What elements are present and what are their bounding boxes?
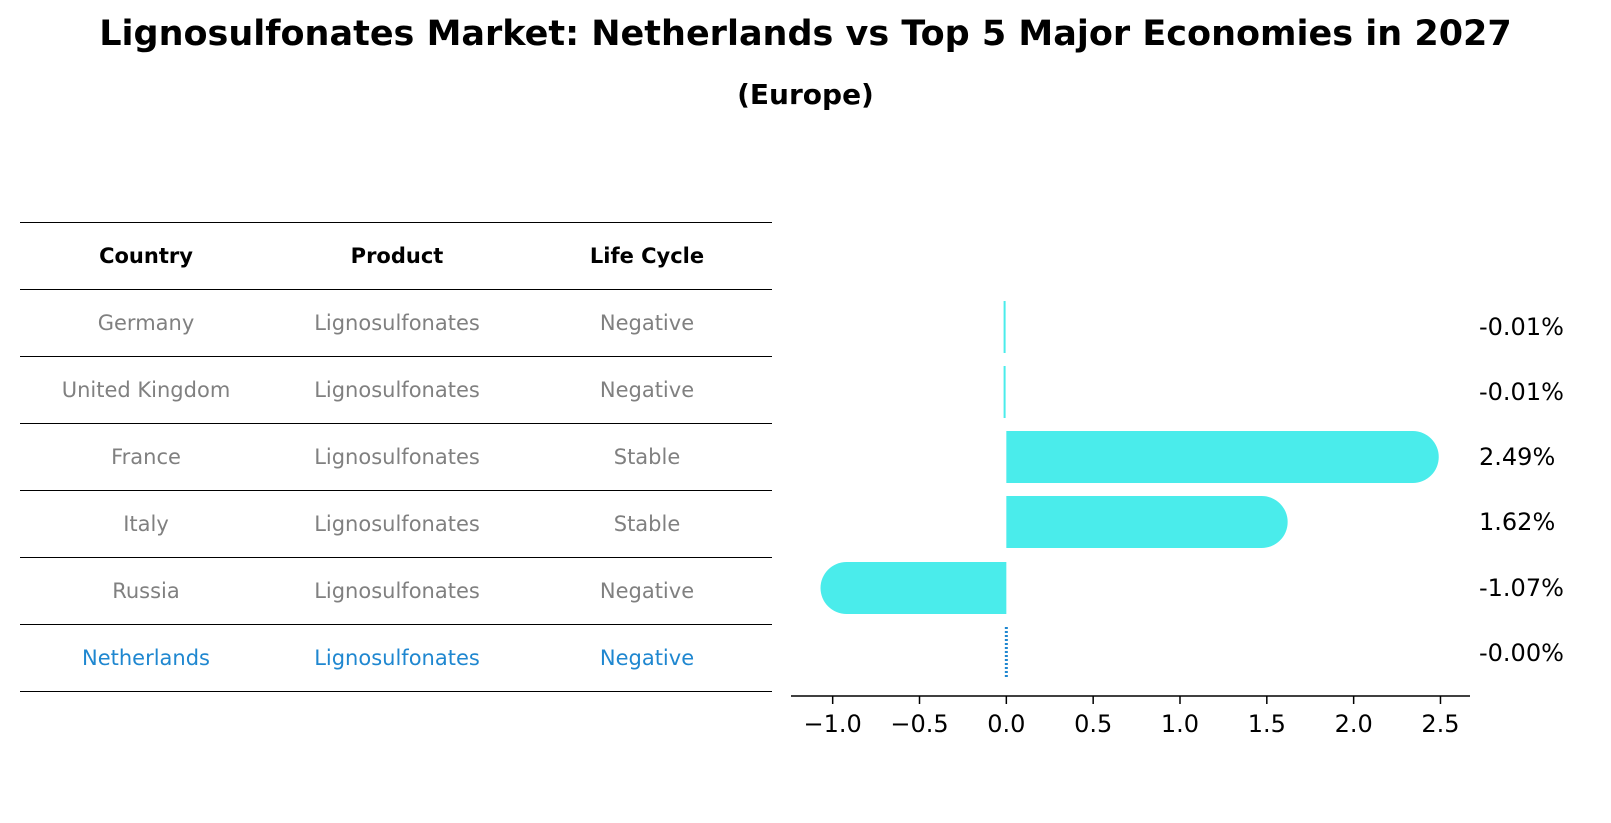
table-rule [20, 356, 772, 357]
x-tick-label: −0.5 [890, 710, 948, 738]
bar-value-label: -0.01% [1479, 378, 1564, 406]
table-rule [20, 691, 772, 692]
cell-country: United Kingdom [61, 378, 231, 402]
table-rule [20, 423, 772, 424]
bar-value-label: 2.49% [1479, 443, 1555, 471]
bar [1003, 301, 1006, 353]
bar [1003, 366, 1006, 418]
table-row: Russia Lignosulfonates Negative [20, 558, 772, 624]
x-tick-label: 1.5 [1248, 710, 1286, 738]
cell-country: Germany [97, 311, 195, 335]
x-tick-label: 2.0 [1335, 710, 1373, 738]
chart-title: Lignosulfonates Market: Netherlands vs T… [99, 14, 1512, 54]
cell-country: Netherlands [81, 646, 210, 670]
cell-life-cycle: Negative [599, 378, 695, 402]
table-row: Germany Lignosulfonates Negative [20, 290, 772, 356]
data-table: Country Product Life Cycle Germany Ligno… [20, 222, 772, 692]
x-tick-label: 1.0 [1161, 710, 1199, 738]
cell-country: Italy [123, 512, 169, 536]
header-product: Product [350, 244, 444, 268]
x-tick-label: −1.0 [804, 710, 862, 738]
bar [1006, 496, 1288, 548]
header-life-cycle: Life Cycle [589, 244, 705, 268]
table-row: Italy Lignosulfonates Stable [20, 491, 772, 557]
table-rule [20, 557, 772, 558]
table-rule [20, 624, 772, 625]
bar-value-label: -0.00% [1479, 639, 1564, 667]
cell-life-cycle: Stable [613, 512, 681, 536]
cell-product: Lignosulfonates [314, 579, 480, 603]
table-row-highlight: Netherlands Lignosulfonates Negative [20, 625, 772, 691]
cell-country: Russia [112, 579, 180, 603]
cell-life-cycle: Stable [613, 445, 681, 469]
table-rule [20, 490, 772, 491]
table-rule [20, 289, 772, 290]
bar [820, 562, 1007, 614]
x-tick-label: 2.5 [1421, 710, 1459, 738]
cell-product: Lignosulfonates [314, 646, 480, 670]
chart-subtitle: (Europe) [737, 78, 874, 111]
cell-product: Lignosulfonates [314, 311, 480, 335]
bar [1006, 431, 1439, 483]
header-country: Country [99, 244, 193, 268]
table-rule [20, 222, 772, 223]
cell-country: France [111, 445, 181, 469]
bar-value-label: -1.07% [1479, 574, 1564, 602]
bar-value-label: 1.62% [1479, 508, 1555, 536]
cell-life-cycle: Negative [599, 579, 695, 603]
x-tick-label: 0.0 [987, 710, 1025, 738]
x-tick-label: 0.5 [1074, 710, 1112, 738]
table-header-row: Country Product Life Cycle [20, 223, 772, 289]
cell-product: Lignosulfonates [314, 445, 480, 469]
cell-product: Lignosulfonates [314, 378, 480, 402]
cell-life-cycle: Negative [599, 311, 695, 335]
table-row: France Lignosulfonates Stable [20, 424, 772, 490]
cell-life-cycle: Negative [599, 646, 695, 670]
cell-product: Lignosulfonates [314, 512, 480, 536]
table-row: United Kingdom Lignosulfonates Negative [20, 357, 772, 423]
bar-value-label: -0.01% [1479, 313, 1564, 341]
